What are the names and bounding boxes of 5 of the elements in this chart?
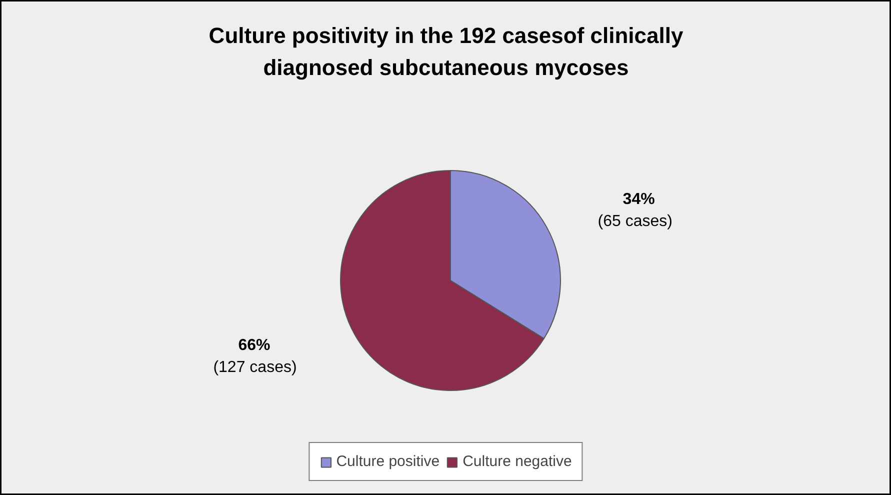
legend-label: Culture negative — [462, 453, 572, 470]
data-label: 66% (127 cases) — [213, 336, 297, 376]
legend-label: Culture positive — [336, 453, 440, 470]
chart-title: Culture positivity in the 192 casesof clinically diagnosed subcutaneous mycoses — [208, 23, 684, 80]
data-label: 34% (65 cases) — [598, 191, 673, 230]
